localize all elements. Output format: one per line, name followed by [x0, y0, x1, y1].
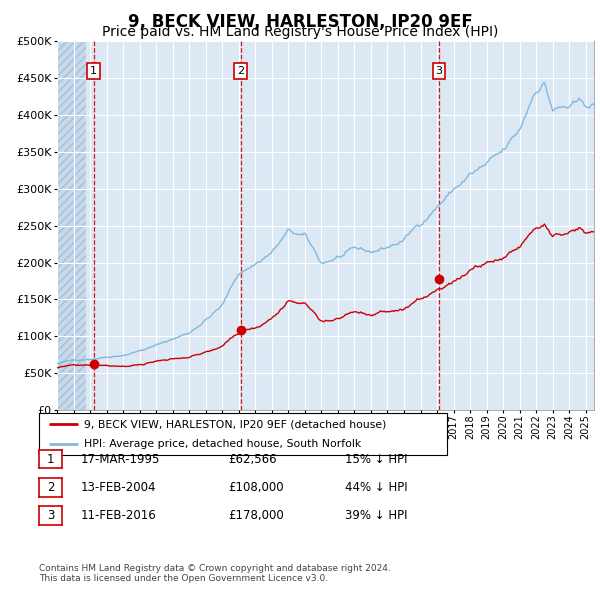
Text: £108,000: £108,000: [228, 481, 284, 494]
Text: 17-MAR-1995: 17-MAR-1995: [81, 453, 160, 466]
Text: 39% ↓ HPI: 39% ↓ HPI: [345, 509, 407, 522]
Text: 9, BECK VIEW, HARLESTON, IP20 9EF (detached house): 9, BECK VIEW, HARLESTON, IP20 9EF (detac…: [84, 419, 386, 430]
Text: 3: 3: [436, 66, 443, 76]
Text: £178,000: £178,000: [228, 509, 284, 522]
Text: 1: 1: [47, 453, 54, 466]
Text: 44% ↓ HPI: 44% ↓ HPI: [345, 481, 407, 494]
Text: 13-FEB-2004: 13-FEB-2004: [81, 481, 157, 494]
Text: 2: 2: [237, 66, 244, 76]
Text: 3: 3: [47, 509, 54, 522]
Text: £62,566: £62,566: [228, 453, 277, 466]
Text: 11-FEB-2016: 11-FEB-2016: [81, 509, 157, 522]
Text: Contains HM Land Registry data © Crown copyright and database right 2024.
This d: Contains HM Land Registry data © Crown c…: [39, 563, 391, 583]
Text: 1: 1: [90, 66, 97, 76]
Text: 9, BECK VIEW, HARLESTON, IP20 9EF: 9, BECK VIEW, HARLESTON, IP20 9EF: [128, 13, 472, 31]
Text: Price paid vs. HM Land Registry's House Price Index (HPI): Price paid vs. HM Land Registry's House …: [102, 25, 498, 40]
Text: 15% ↓ HPI: 15% ↓ HPI: [345, 453, 407, 466]
Text: 2: 2: [47, 481, 54, 494]
Text: HPI: Average price, detached house, South Norfolk: HPI: Average price, detached house, Sout…: [84, 439, 361, 449]
Bar: [57, 41, 86, 410]
